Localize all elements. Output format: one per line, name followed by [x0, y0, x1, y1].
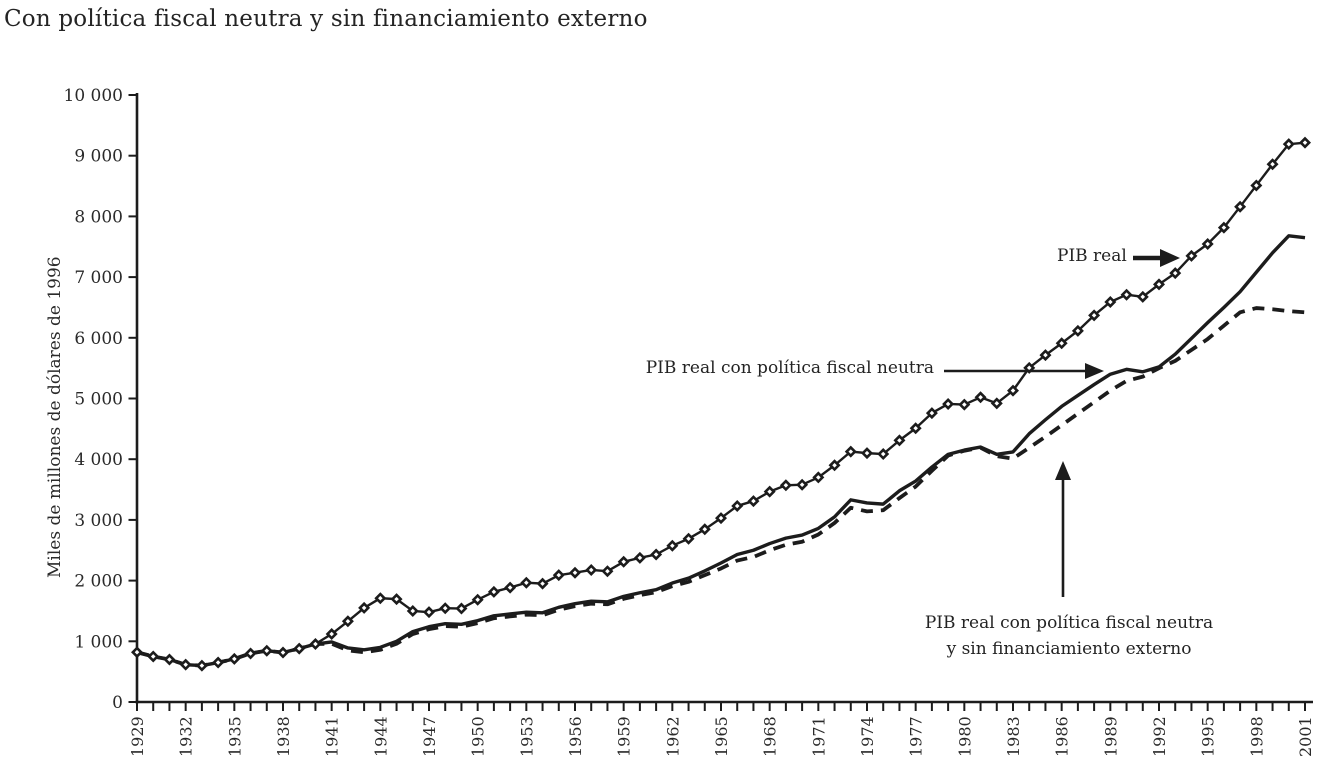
y-axis-title: Miles de millones de dólares de 1996 [45, 256, 65, 578]
tick-label: 1980 [955, 716, 974, 757]
tick-label: 8 000 [74, 207, 123, 227]
tick-label: 1932 [177, 716, 196, 757]
tick-label: 1998 [1247, 716, 1266, 757]
tick-label: 1986 [1053, 716, 1072, 757]
tick-label: 2001 [1296, 716, 1315, 757]
tick-label: 1 000 [74, 632, 123, 652]
tick-label: 1950 [469, 716, 488, 757]
tick-label: 1965 [712, 716, 731, 757]
neutra-arrow-head [1085, 363, 1104, 379]
tick-label: 1989 [1101, 716, 1120, 757]
tick-label: 1995 [1199, 716, 1218, 757]
tick-label: 1929 [128, 716, 147, 757]
sin-financiamiento-arrow-head [1055, 461, 1071, 480]
tick-label: 1983 [1004, 716, 1023, 757]
tick-label: 2 000 [74, 572, 123, 592]
series-politica-fiscal-neutra [136, 234, 1306, 668]
annotation-politica-fiscal-neutra: PIB real con política fiscal neutra [645, 358, 934, 378]
x-axis-ticks: 1929 1932 1935 1938 1941 1944 1947 1950 1953 1956… [128, 702, 1315, 757]
tick-label: 3 000 [74, 511, 123, 531]
y-axis-ticks: 0 1 000 2 000 3 000 4 000 5 000 6 000 7 000 8 00… [64, 86, 137, 713]
series-pib-real [131, 136, 1311, 672]
tick-label: 5 000 [74, 390, 123, 410]
tick-label: 6 000 [74, 329, 123, 349]
tick-label: 1941 [323, 716, 342, 757]
annotation-sin-financiamiento: PIB real con política fiscal neutra y si… [898, 610, 1240, 663]
series-sin-financiamiento-externo [136, 306, 1306, 668]
tick-label: 1947 [420, 716, 439, 757]
pib-real-line [136, 141, 1306, 667]
tick-label: 7 000 [74, 268, 123, 288]
pib-real-diamond-marker-centers [134, 140, 1308, 668]
tick-label: 1953 [517, 716, 536, 757]
tick-label: 1938 [274, 716, 293, 757]
tick-label: 1974 [858, 716, 877, 757]
neutra-line [136, 234, 1306, 668]
annotation-sin-financiamiento-line2: y sin financiamiento externo [946, 639, 1192, 660]
tick-label: 1992 [1150, 716, 1169, 757]
y-axis-title: Miles de millones de dólares de 1996 [45, 256, 65, 578]
annotation-pib-real: PIB real [1057, 246, 1127, 266]
tick-label: 1962 [663, 716, 682, 757]
pib-real-diamond-markers [131, 136, 1311, 672]
tick-label: 4 000 [74, 450, 123, 470]
tick-label: 1971 [809, 716, 828, 757]
annotation-sin-financiamiento-line1: PIB real con política fiscal neutra [924, 613, 1214, 633]
pib-real-arrow-head [1160, 249, 1180, 267]
tick-label: 9 000 [74, 147, 123, 167]
tick-label: 1977 [907, 716, 926, 757]
sin-financiamiento-line [136, 306, 1306, 668]
tick-label: 1956 [566, 716, 585, 757]
tick-label: 10 000 [64, 86, 123, 106]
tick-label: 1959 [615, 716, 634, 757]
chart-title: Con política fiscal neutra y sin financi… [4, 6, 648, 32]
tick-label: 1944 [371, 716, 390, 757]
tick-label: 0 [112, 693, 123, 713]
tick-label: 1935 [225, 716, 244, 757]
tick-label: 1968 [761, 716, 780, 757]
annotation-arrows [944, 249, 1180, 597]
